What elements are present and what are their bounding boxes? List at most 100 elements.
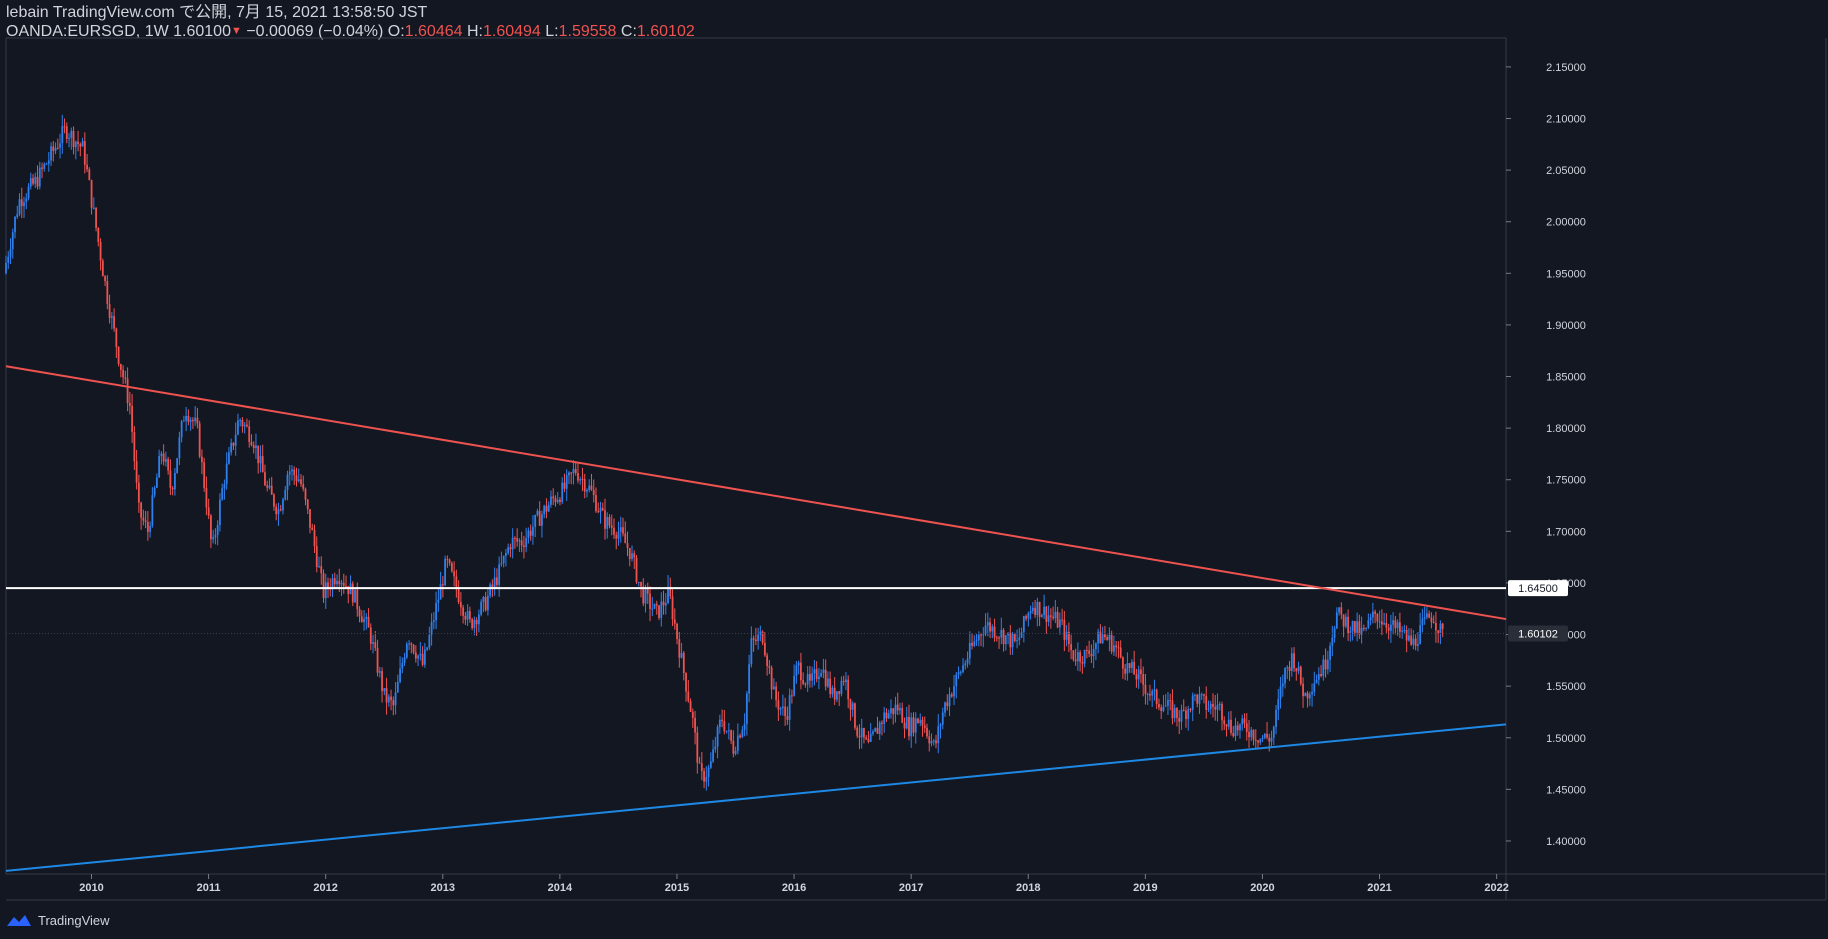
candle-body [234,434,237,446]
candle-body [1126,663,1129,674]
candle-body [1104,634,1106,638]
candle-body [419,653,422,656]
candle-body [1034,607,1036,615]
candle-body [741,729,744,738]
candle-body [556,499,559,503]
candle-body [41,167,43,169]
candle-body [777,700,780,710]
y-tick-label: 1.90000 [1546,320,1586,332]
candle-body [559,499,561,502]
candle-body [658,605,660,618]
candle-body [29,178,32,187]
candle-body [529,530,532,536]
candle-body [304,488,307,500]
candle-body [1101,634,1104,644]
candle-body [790,695,793,697]
candle-body [570,472,573,474]
candle-body [1435,622,1437,631]
candle-body [1315,679,1318,684]
y-tick-label: 1.80000 [1546,423,1586,435]
candle-body [99,241,102,261]
y-tick-label: 1.75000 [1546,475,1586,487]
candle-body [1254,739,1257,741]
candle-body [1151,690,1154,696]
candle-body [38,167,41,187]
candle-body [1338,607,1340,613]
candle-body [1383,622,1386,625]
candle-body [525,538,528,547]
candle-body [354,589,356,603]
candle-body [613,527,615,535]
candle-body [464,615,467,620]
candle-body [680,652,683,658]
candle-body [813,669,816,674]
candle-body [1243,718,1246,724]
candle-body [405,643,408,658]
candle-body [230,442,233,453]
candle-body [745,693,748,724]
candle-body [219,499,221,526]
candle-body [347,586,350,595]
candle-body [1241,718,1244,725]
candle-body [858,735,861,738]
candle-body [532,526,534,536]
candle-body [1392,620,1395,625]
candle-body [894,704,897,715]
candle-body [1029,611,1032,614]
candle-body [908,716,910,737]
candle-body [394,692,397,706]
candle-body [1058,619,1061,628]
candle-body [586,490,588,492]
candle-body [840,680,843,694]
candle-body [421,653,424,665]
candle-body [239,420,242,422]
candle-body [468,611,471,620]
candle-body [883,712,886,724]
candle-body [169,470,172,489]
candle-body [1074,659,1077,662]
candle-body [714,746,717,750]
candle-body [43,163,46,169]
candle-body [754,639,757,642]
candle-body [500,563,503,565]
candle-body [606,517,609,529]
candle-body [827,678,829,687]
candle-body [1230,719,1232,733]
candle-body [158,456,161,478]
candle-body [1117,647,1120,649]
candle-body [1326,659,1329,670]
candle-body [673,619,676,624]
price-axis[interactable]: 1.400001.450001.500001.550001.600001.650… [1506,62,1586,848]
candle-body [36,176,39,187]
candle-body [104,276,106,282]
candle-body [568,472,570,476]
candle-body [520,540,523,546]
candle-body [752,638,755,640]
candle-body [1065,631,1068,640]
candle-body [140,502,143,518]
candle-body [698,762,701,764]
candle-body [223,484,226,489]
candle-body [687,691,690,701]
candle-body [1342,614,1345,627]
candle-body [721,719,723,722]
candle-body [1430,617,1433,622]
candle-body [426,647,428,650]
candle-body [320,566,323,574]
time-axis[interactable]: 2010 2011 2012 2013 2014 2015 2016 2017 2018 2019… [79,874,1509,894]
candle-body [565,475,568,489]
candle-body [926,727,928,737]
candle-body [70,130,73,138]
candle-body [412,644,415,653]
candle-body [750,638,753,665]
candle-body [736,735,739,751]
candle-body [351,583,354,603]
candle-body [376,648,379,673]
candle-body [516,538,519,542]
candle-body [266,485,269,488]
candle-body [1092,648,1095,657]
candle-body [727,730,730,732]
candle-body [1135,674,1138,680]
symbol-label[interactable]: OANDA:EURSGD, 1W [6,23,169,40]
